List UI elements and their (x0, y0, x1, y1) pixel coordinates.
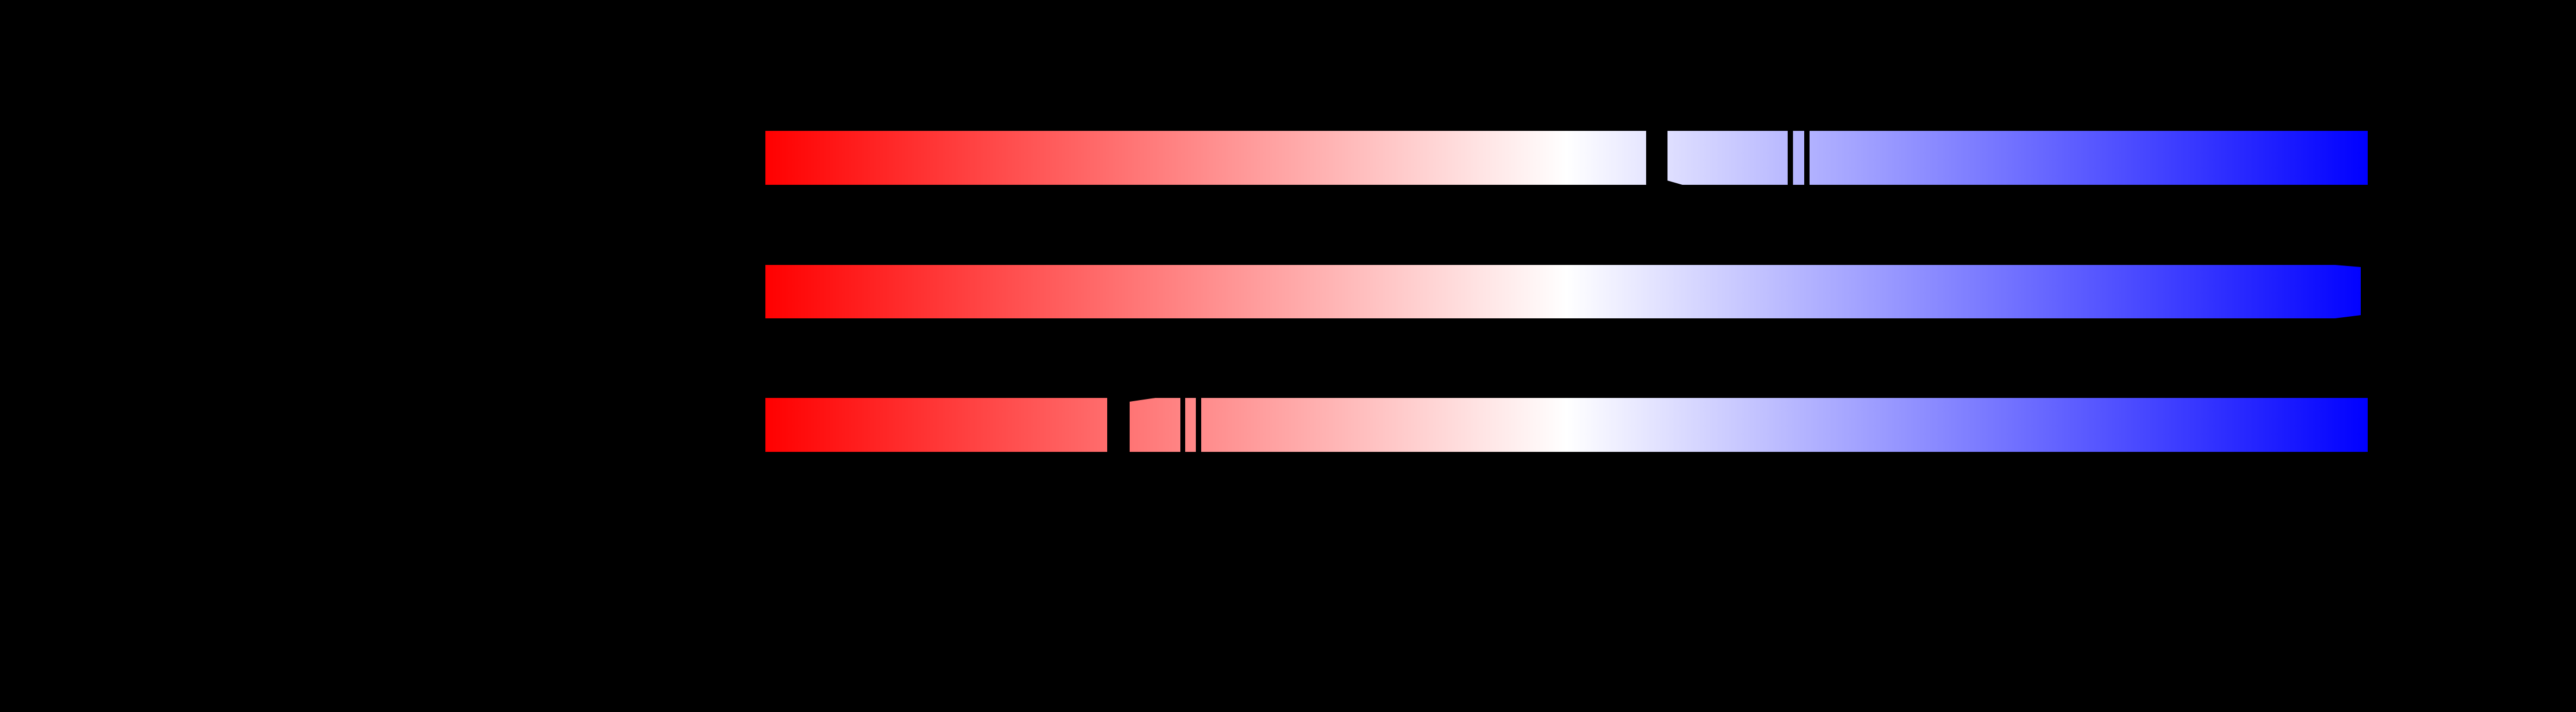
marker-band (2361, 265, 2368, 318)
marker-wedge (2335, 315, 2361, 318)
marker-band (1107, 398, 1130, 452)
marker-line (1180, 398, 1185, 452)
marker-line (1196, 398, 1201, 452)
marker-wedge (1129, 398, 1155, 402)
marker-line (1788, 131, 1793, 185)
marker-wedge (2335, 265, 2361, 267)
marker-line (1804, 131, 1810, 185)
marker-wedge (1667, 181, 1682, 185)
gradient-bar-top (765, 131, 2368, 185)
marker-band (1646, 131, 1667, 185)
gradient-bar-middle (765, 265, 2368, 318)
gradient-bar-bottom (765, 398, 2368, 452)
